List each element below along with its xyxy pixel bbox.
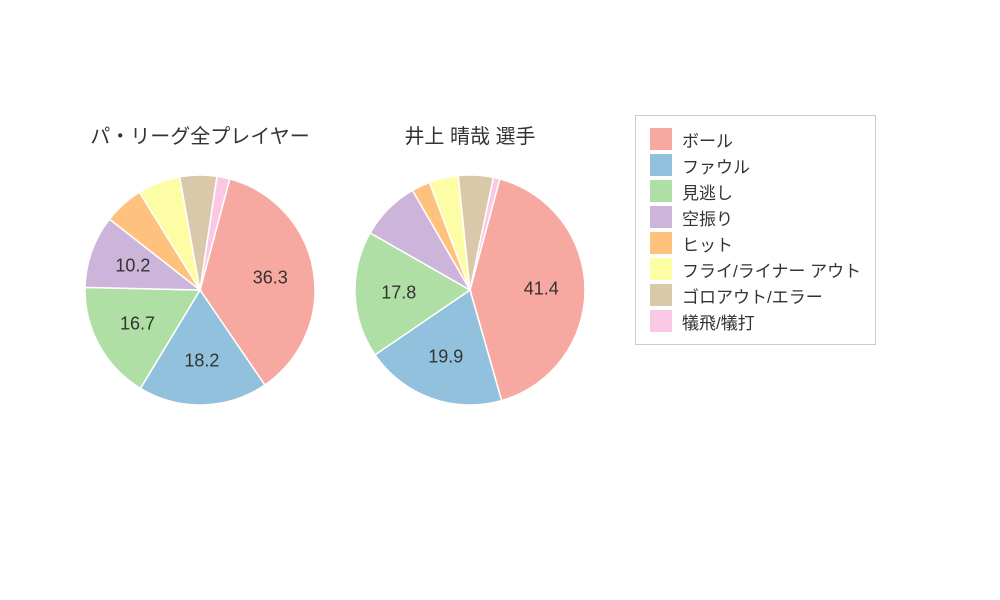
legend-item-ground_out: ゴロアウト/エラー: [650, 282, 861, 308]
legend-item-swing_miss: 空振り: [650, 204, 861, 230]
legend-label-foul: ファウル: [682, 153, 750, 178]
legend-item-sac: 犠飛/犠打: [650, 308, 861, 334]
legend-item-hit: ヒット: [650, 230, 861, 256]
legend-item-ball: ボール: [650, 126, 861, 152]
legend-label-hit: ヒット: [682, 231, 733, 256]
legend-swatch-hit: [650, 232, 672, 254]
legend-swatch-ground_out: [650, 284, 672, 306]
slice-label-ball: 36.3: [253, 268, 288, 289]
legend-item-foul: ファウル: [650, 152, 861, 178]
legend: ボールファウル見逃し空振りヒットフライ/ライナー アウトゴロアウト/エラー犠飛/…: [635, 115, 876, 345]
legend-swatch-fly_out: [650, 258, 672, 280]
legend-swatch-sac: [650, 310, 672, 332]
slice-label-foul: 19.9: [428, 347, 463, 368]
legend-label-sac: 犠飛/犠打: [682, 309, 755, 334]
legend-label-looking: 見逃し: [682, 179, 733, 204]
pie-league: [83, 173, 317, 407]
legend-swatch-foul: [650, 154, 672, 176]
legend-label-swing_miss: 空振り: [682, 205, 733, 230]
slice-label-ball: 41.4: [524, 279, 559, 300]
legend-swatch-looking: [650, 180, 672, 202]
legend-label-ground_out: ゴロアウト/エラー: [682, 283, 823, 308]
legend-label-fly_out: フライ/ライナー アウト: [682, 257, 861, 282]
legend-item-fly_out: フライ/ライナー アウト: [650, 256, 861, 282]
legend-swatch-ball: [650, 128, 672, 150]
pie-title-league: パ・リーグ全プレイヤー: [80, 120, 320, 149]
slice-label-foul: 18.2: [184, 351, 219, 372]
slice-label-looking: 16.7: [120, 314, 155, 335]
legend-swatch-swing_miss: [650, 206, 672, 228]
slice-label-looking: 17.8: [381, 282, 416, 303]
pie-title-player: 井上 晴哉 選手: [350, 120, 590, 149]
legend-item-looking: 見逃し: [650, 178, 861, 204]
dual-pie-chart: パ・リーグ全プレイヤー 36.3 18.2 16.7 10.2 井上 晴哉 選手 41.4 1…: [0, 0, 1000, 600]
legend-label-ball: ボール: [682, 127, 733, 152]
slice-label-swing_miss: 10.2: [115, 255, 150, 276]
